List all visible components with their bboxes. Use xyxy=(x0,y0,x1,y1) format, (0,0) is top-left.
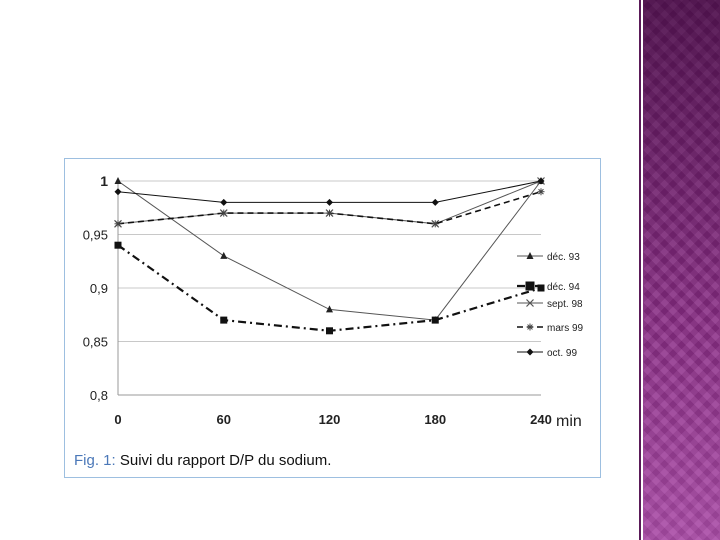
data-point-series-1 xyxy=(326,305,333,313)
legend-entry-label: mars 99 xyxy=(547,323,584,334)
data-point-series-2 xyxy=(220,316,228,324)
data-point-series-5 xyxy=(326,198,333,206)
legend-swatch-marker xyxy=(525,281,535,291)
y-tick-label: 0,9 xyxy=(90,281,108,296)
data-point-series-2 xyxy=(326,327,333,335)
legend-entry-label: sept. 98 xyxy=(547,299,583,310)
data-point-series-2 xyxy=(537,284,545,292)
legend-swatch-marker xyxy=(526,323,534,331)
series-line-4 xyxy=(117,190,542,225)
x-axis-title: min xyxy=(556,413,582,430)
data-point-series-5 xyxy=(220,198,228,206)
y-tick-label: 0,8 xyxy=(90,388,108,403)
figure-frame xyxy=(64,158,601,478)
data-point-series-4 xyxy=(114,220,122,228)
data-point-series-4 xyxy=(537,188,545,196)
data-point-series-4 xyxy=(220,209,228,217)
x-tick-label: 120 xyxy=(319,412,341,427)
y-tick-label: 1 xyxy=(100,173,108,189)
legend-swatch-marker xyxy=(526,348,534,356)
caption-text: Suivi du rapport D/P du sodium. xyxy=(115,452,332,469)
data-point-series-2 xyxy=(114,241,122,249)
data-point-series-4 xyxy=(326,209,333,217)
data-point-series-1 xyxy=(114,177,122,184)
x-tick-label: 180 xyxy=(424,412,446,427)
side-divider-line xyxy=(639,0,641,540)
x-tick-label: 60 xyxy=(217,412,231,427)
x-tick-label: 240 xyxy=(530,412,552,427)
caption-label: Fig. 1: xyxy=(74,452,116,469)
legend-swatch-marker xyxy=(526,299,534,307)
y-tick-label: 0,95 xyxy=(83,228,108,243)
data-point-series-5 xyxy=(431,198,439,206)
legend-entry-label: oct. 99 xyxy=(547,348,577,359)
legend-entry-label: déc. 94 xyxy=(547,282,580,293)
data-point-series-1 xyxy=(220,251,228,259)
decorative-side-band xyxy=(643,0,720,540)
legend-swatch-marker xyxy=(526,252,534,259)
x-tick-label: 0 xyxy=(114,412,121,427)
figure-caption: Fig. 1: Suivi du rapport D/P du sodium. xyxy=(74,452,331,469)
y-tick-label: 0,85 xyxy=(83,335,108,350)
legend-entry-label: déc. 93 xyxy=(547,252,580,263)
data-point-series-5 xyxy=(114,188,122,196)
data-point-series-4 xyxy=(431,220,439,228)
data-point-series-2 xyxy=(431,316,439,324)
data-point-series-5 xyxy=(537,177,545,185)
